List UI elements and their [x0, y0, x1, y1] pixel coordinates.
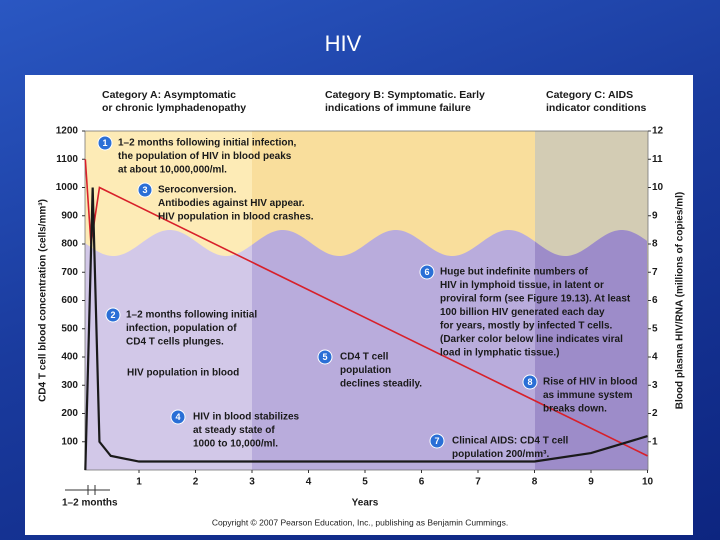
y2-tick-label: 10	[652, 182, 664, 193]
category-band-lower	[252, 230, 535, 470]
slide-title: HIV	[325, 31, 362, 56]
category-header: Category C: AIDS	[546, 89, 633, 101]
category-header: or chronic lymphadenopathy	[102, 102, 246, 114]
annotation-number: 2	[110, 310, 115, 320]
annotation-text: 1–2 months following initial infection,	[118, 138, 297, 149]
annotation-text: the population of HIV in blood peaks	[118, 151, 292, 162]
annotation-text: Huge but indefinite numbers of	[440, 267, 588, 278]
annotation-text: for years, mostly by infected T cells.	[440, 321, 613, 332]
y-tick-label: 1200	[56, 126, 79, 137]
y-tick-label: 800	[61, 239, 78, 250]
y2-tick-label: 8	[652, 239, 658, 250]
y-tick-label: 300	[61, 380, 78, 391]
annotation-badge	[317, 349, 333, 365]
annotation-text: CD4 T cells plunges.	[126, 337, 224, 348]
annotation-text: proviral form (see Figure 19.13). At lea…	[440, 294, 631, 305]
category-header: indications of immune failure	[325, 102, 471, 114]
category-band-lower	[85, 230, 252, 470]
y-tick-label: 400	[61, 352, 78, 363]
y-tick-label: 1000	[56, 182, 79, 193]
annotation-number: 1	[102, 138, 107, 148]
annotation-badge	[97, 135, 113, 151]
annotation-text: 1000 to 10,000/ml.	[193, 439, 278, 450]
annotation-text: declines steadily.	[340, 379, 422, 390]
annotation-text: HIV in lymphoid tissue, in latent or	[440, 280, 604, 291]
x-tick-label: 3	[249, 477, 255, 488]
annotation-text: at steady state of	[193, 425, 275, 436]
y2-tick-label: 11	[652, 154, 663, 165]
annotation-badge	[429, 433, 445, 449]
category-band-lower	[535, 230, 648, 470]
y-tick-label: 900	[61, 210, 78, 221]
annotation-badge	[170, 409, 186, 425]
annotation-badge	[137, 182, 153, 198]
copyright: Copyright © 2007 Pearson Education, Inc.…	[212, 517, 508, 527]
annotation-text: infection, population of	[126, 323, 237, 334]
y-tick-label: 600	[61, 295, 78, 306]
series-line	[84, 159, 648, 457]
category-header: Category B: Symptomatic. Early	[325, 89, 485, 101]
x-tick-label: 4	[306, 477, 312, 488]
annotation-text: (Darker color below line indicates viral	[440, 334, 623, 345]
y-tick-label: 1100	[56, 154, 78, 165]
y2-tick-label: 1	[652, 436, 658, 447]
annotation-text: HIV population in blood	[127, 368, 239, 379]
category-header: indicator conditions	[546, 102, 646, 114]
y2-tick-label: 9	[652, 210, 658, 221]
annotation-badge	[419, 264, 435, 280]
annotation-badge	[522, 374, 538, 390]
annotation-number: 7	[434, 436, 439, 446]
x-break-label: 1–2 months	[62, 498, 118, 509]
y-tick-label: 100	[61, 436, 78, 447]
x-axis-label: Years	[352, 498, 379, 509]
annotation-text: at about 10,000,000/ml.	[118, 165, 227, 176]
y-tick-label: 200	[61, 408, 78, 419]
x-tick-label: 7	[475, 477, 481, 488]
x-tick-label: 1	[136, 477, 142, 488]
y-axis-label: CD4 T cell blood concentration (cells/mm…	[38, 199, 49, 402]
annotation-text: Clinical AIDS: CD4 T cell	[452, 436, 569, 447]
annotation-text: 100 billion HIV generated each day	[440, 307, 605, 318]
annotation-text: population	[340, 365, 391, 376]
x-tick-label: 5	[362, 477, 368, 488]
y2-axis-label: Blood plasma HIV/RNA (millions of copies…	[675, 192, 686, 409]
series-line	[84, 187, 648, 471]
category-header: Category A: Asymptomatic	[102, 89, 236, 101]
x-tick-label: 6	[419, 477, 425, 488]
annotation-number: 6	[424, 267, 429, 277]
annotation-text: load in lymphatic tissue.)	[440, 348, 559, 359]
annotation-text: breaks down.	[543, 404, 607, 415]
annotation-number: 8	[527, 377, 532, 387]
y-tick-label: 700	[61, 267, 78, 278]
annotation-text: 1–2 months following initial	[126, 310, 257, 321]
x-tick-label: 10	[642, 477, 654, 488]
annotation-number: 3	[142, 185, 147, 195]
annotation-text: Seroconversion.	[158, 185, 237, 196]
x-tick-label: 2	[193, 477, 199, 488]
y2-tick-label: 5	[652, 323, 658, 334]
annotation-text: as immune system	[543, 390, 633, 401]
annotation-text: Antibodies against HIV appear.	[158, 198, 305, 209]
annotation-text: population 200/mm³.	[452, 449, 549, 460]
annotation-badge	[105, 307, 121, 323]
annotation-text: CD4 T cell	[340, 352, 389, 363]
annotation-text: HIV population in blood crashes.	[158, 212, 314, 223]
y2-tick-label: 3	[652, 380, 658, 391]
annotation-text: HIV in blood stabilizes	[193, 412, 300, 423]
x-tick-label: 8	[532, 477, 538, 488]
y2-tick-label: 7	[652, 267, 658, 278]
x-tick-label: 9	[588, 477, 594, 488]
y2-tick-label: 6	[652, 295, 658, 306]
y2-tick-label: 2	[652, 408, 658, 419]
annotation-number: 5	[322, 352, 327, 362]
y-tick-label: 500	[61, 323, 78, 334]
y2-tick-label: 4	[652, 352, 658, 363]
annotation-text: Rise of HIV in blood	[543, 377, 637, 388]
annotation-number: 4	[175, 412, 180, 422]
y2-tick-label: 12	[652, 126, 664, 137]
